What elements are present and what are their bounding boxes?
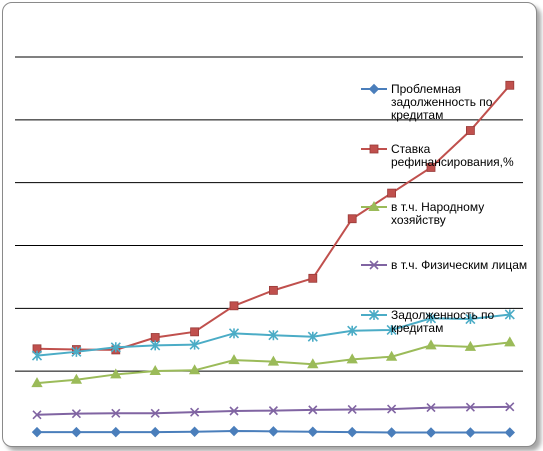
data-point bbox=[228, 425, 240, 437]
data-point bbox=[386, 324, 397, 336]
legend-marker bbox=[368, 200, 380, 211]
legend-marker bbox=[369, 144, 379, 154]
data-point bbox=[268, 285, 278, 295]
data-point bbox=[31, 377, 43, 388]
data-point bbox=[31, 426, 43, 438]
data-point bbox=[426, 403, 436, 413]
data-point bbox=[385, 350, 398, 361]
data-point bbox=[307, 426, 319, 437]
data-point bbox=[70, 373, 83, 384]
data-point bbox=[228, 328, 240, 339]
data-point bbox=[268, 426, 279, 437]
legend-label: кредитам bbox=[391, 321, 443, 335]
data-point bbox=[425, 427, 437, 438]
data-point bbox=[150, 408, 160, 418]
data-point bbox=[188, 364, 201, 375]
legend-label: Задолженность по bbox=[391, 308, 495, 322]
data-point bbox=[505, 402, 515, 412]
data-point bbox=[464, 340, 477, 351]
data-point bbox=[347, 325, 358, 336]
data-point bbox=[347, 404, 357, 415]
data-point bbox=[110, 426, 122, 438]
data-point bbox=[346, 353, 358, 364]
data-point bbox=[32, 410, 42, 420]
data-point bbox=[189, 339, 200, 350]
data-point bbox=[425, 313, 437, 324]
data-point bbox=[504, 309, 515, 320]
data-point bbox=[110, 342, 121, 353]
chart-area: Проблемная задолженность по кредитам Ставка… bbox=[2, 2, 537, 447]
legend-label: кредитам bbox=[391, 108, 443, 122]
data-point bbox=[387, 188, 397, 198]
data-point bbox=[31, 350, 43, 361]
legend-marker bbox=[369, 260, 379, 270]
data-point bbox=[308, 405, 318, 415]
data-point bbox=[71, 409, 81, 419]
data-point bbox=[465, 313, 476, 325]
data-point bbox=[505, 80, 515, 90]
data-point bbox=[268, 406, 278, 416]
data-point bbox=[347, 214, 357, 224]
series-group bbox=[31, 80, 516, 438]
data-point bbox=[465, 427, 476, 438]
series-1 bbox=[31, 425, 516, 438]
data-point bbox=[150, 333, 160, 342]
legend-label: Ставка bbox=[391, 142, 431, 156]
data-point bbox=[228, 354, 240, 365]
legend-label: в т.ч. Народному bbox=[391, 200, 484, 214]
data-point bbox=[465, 402, 475, 412]
gridlines bbox=[15, 56, 523, 372]
data-point bbox=[150, 340, 161, 351]
data-point bbox=[387, 404, 397, 414]
legend-marker bbox=[368, 83, 380, 95]
data-point bbox=[465, 126, 475, 135]
data-point bbox=[268, 330, 279, 341]
data-point bbox=[426, 163, 436, 172]
data-point bbox=[189, 426, 200, 437]
legend-label: Проблемная bbox=[391, 82, 461, 96]
data-point bbox=[307, 331, 318, 342]
data-point bbox=[267, 355, 280, 366]
data-point bbox=[425, 339, 437, 350]
data-point bbox=[149, 365, 161, 376]
data-point bbox=[71, 426, 82, 438]
data-point bbox=[111, 408, 121, 418]
data-point bbox=[71, 346, 82, 357]
legend-label: задолженность по bbox=[391, 95, 493, 109]
data-point bbox=[504, 427, 516, 438]
data-point bbox=[190, 327, 200, 337]
legend-label: хозяйству bbox=[391, 213, 446, 227]
data-point bbox=[307, 358, 319, 369]
data-point bbox=[229, 301, 239, 311]
legend-marker bbox=[368, 309, 380, 321]
data-point bbox=[504, 336, 516, 347]
series-3 bbox=[31, 336, 516, 388]
data-point bbox=[346, 426, 358, 438]
data-point bbox=[386, 427, 397, 438]
legend-label: рефинансирования,% bbox=[391, 155, 514, 169]
series-5 bbox=[31, 309, 515, 361]
data-point bbox=[190, 407, 200, 417]
series-4 bbox=[32, 402, 515, 420]
legend-label: в т.ч. Физическим лицам bbox=[391, 258, 527, 272]
data-point bbox=[229, 406, 239, 416]
data-point bbox=[149, 426, 161, 438]
legend-entry-4: в т.ч. Физическим лицам bbox=[361, 258, 527, 272]
data-point bbox=[110, 368, 122, 379]
data-point bbox=[308, 273, 318, 283]
